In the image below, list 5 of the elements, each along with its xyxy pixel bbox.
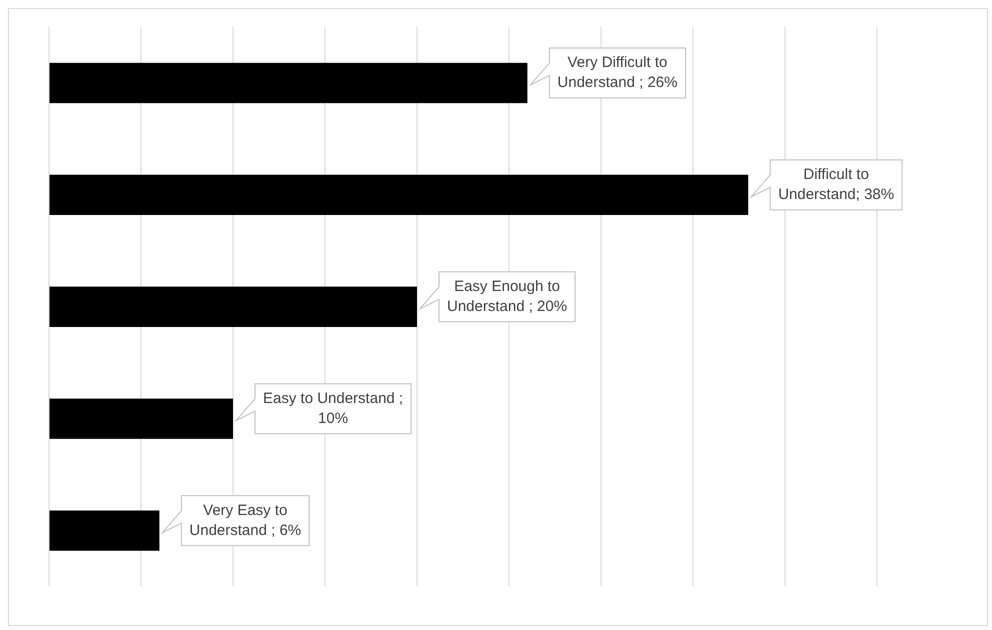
data-label: Easy Enough to Understand ; 20% — [447, 278, 568, 315]
data-label: Very Difficult to Understand ; 26% — [557, 54, 678, 92]
data-label: Difficult to Understand; 38% — [778, 166, 894, 204]
data-label: Very Easy to Understand ; 6% — [189, 502, 302, 539]
data-label: Easy to Understand ; 10% — [263, 390, 404, 427]
